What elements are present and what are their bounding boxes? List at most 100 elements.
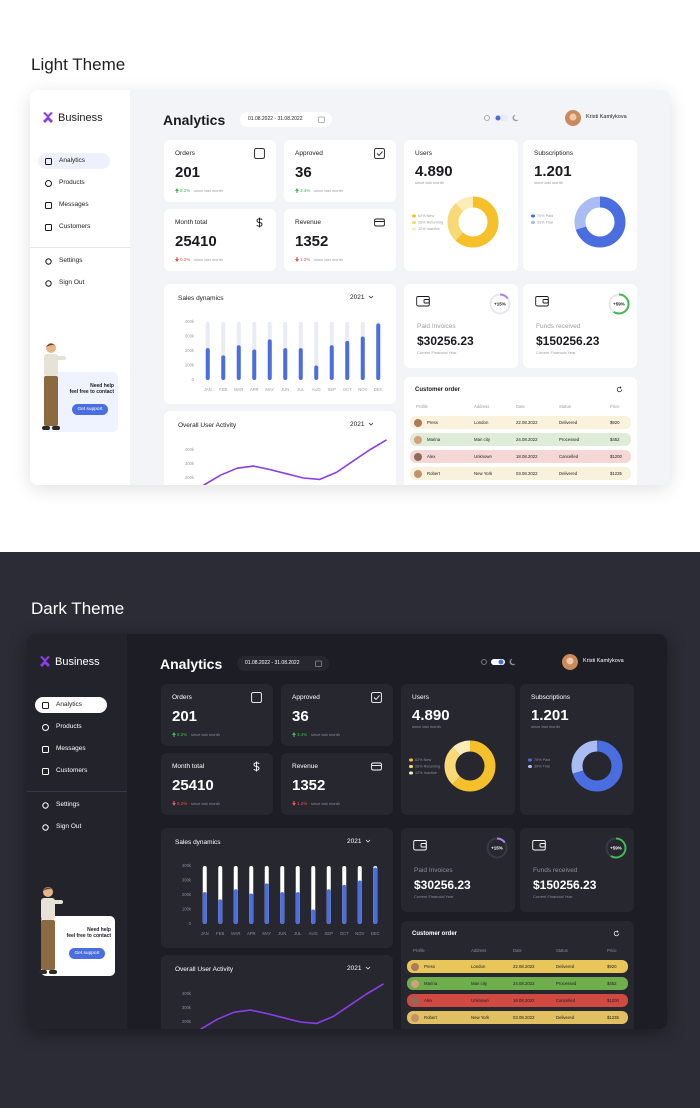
x-tick-label: JUN <box>278 931 286 936</box>
nav-icon-shape <box>42 767 49 775</box>
table-title: Customer order <box>412 931 458 937</box>
x-tick-label: JUN <box>281 387 289 392</box>
nav-item[interactable]: Analytics <box>35 697 107 713</box>
donut-segment <box>444 740 496 792</box>
nav-item[interactable]: Settings <box>38 253 110 269</box>
finance-note: Current Financial Year <box>533 894 573 899</box>
moon-icon <box>512 114 519 122</box>
nav-item[interactable]: Products <box>35 719 107 735</box>
bar <box>283 348 288 380</box>
nav-item[interactable]: Customers <box>38 219 110 235</box>
nav-icon <box>45 201 52 209</box>
refresh-icon[interactable] <box>616 386 623 393</box>
donut-card: Users 4.890 since last month 62% New 26% Ret… <box>404 140 518 271</box>
nav-item[interactable]: Messages <box>35 741 107 757</box>
user-avatar[interactable] <box>562 654 578 670</box>
nav-item[interactable]: Products <box>38 175 110 191</box>
avatar-shape <box>411 996 419 1005</box>
theme-toggle[interactable] <box>482 113 522 123</box>
badge-arc <box>486 837 508 859</box>
table-cell: Robert <box>424 1014 437 1020</box>
column-header: Date <box>516 404 525 409</box>
table-cell: 03.08.2022 <box>516 470 538 476</box>
section-title: Dark Theme <box>31 599 125 618</box>
stat-change: 0.2% <box>180 256 191 262</box>
finance-amount: $150256.23 <box>533 878 597 892</box>
nav-item[interactable]: Sign Out <box>35 819 107 835</box>
avatar-shape <box>414 452 422 461</box>
stat-icon <box>253 761 260 772</box>
stat-label: Approved <box>292 694 320 701</box>
column-header: Price <box>610 404 620 409</box>
nav-item[interactable]: Analytics <box>38 153 110 169</box>
period-select[interactable]: 2021 <box>350 294 365 301</box>
nav-icon-shape <box>45 179 52 187</box>
bar <box>249 893 254 924</box>
y-tick-label: 200k <box>185 475 195 480</box>
y-tick-label: 0 <box>192 377 195 382</box>
x-tick-label: MAY <box>262 931 271 936</box>
nav-icon <box>45 257 52 265</box>
table-cell: Delivered <box>559 470 578 476</box>
person-shoe <box>42 426 50 430</box>
nav-icon <box>45 179 52 187</box>
trend-arrow <box>292 801 296 806</box>
nav-icon <box>42 767 49 775</box>
x-tick-label: JAN <box>201 931 209 936</box>
donut-chart: 70% Paid 30% Trial <box>528 740 623 792</box>
finance-note: Current Financial Year <box>417 350 457 355</box>
nav-label: Customers <box>59 223 91 230</box>
x-tick-label: AUG <box>309 931 318 936</box>
sun-icon <box>484 115 490 121</box>
period-select[interactable]: 2021 <box>347 838 362 845</box>
user-name: Kristi Kamlykova <box>583 658 624 664</box>
person-legs <box>44 376 58 426</box>
person-shoe <box>52 426 60 430</box>
card-total: 1.201 <box>531 707 569 724</box>
period-select[interactable]: 2021 <box>350 421 365 428</box>
stat-card: Orders 201 8.2% since last month <box>161 684 273 746</box>
trend-arrow-shape <box>172 801 176 806</box>
column-header: Date <box>513 948 522 953</box>
light-section: Light Theme Business Analytics Products Mes… <box>0 0 700 552</box>
user-avatar[interactable] <box>565 110 581 126</box>
help-text: feel free to contact <box>66 933 111 939</box>
help-button[interactable]: Get support <box>72 404 108 415</box>
nav-item[interactable]: Customers <box>35 763 107 779</box>
nav-label: Messages <box>59 201 89 208</box>
date-range[interactable]: 01.08.2022 - 31.08.2022 <box>237 656 329 671</box>
table-cell: Alex <box>427 453 436 459</box>
sidebar: Business Analytics Products Messages Custome… <box>27 634 127 1029</box>
legend-swatch <box>412 221 416 224</box>
date-range[interactable]: 01.08.2022 - 31.08.2022 <box>240 112 332 127</box>
card-title: Subscriptions <box>534 150 574 157</box>
nav-item[interactable]: Sign Out <box>38 275 110 291</box>
badge-label: +59% <box>610 845 622 850</box>
nav-icon-shape <box>45 279 52 287</box>
person-arm <box>56 356 66 360</box>
refresh-shape <box>613 930 620 937</box>
finance-label: Funds received <box>533 867 578 874</box>
refresh-icon[interactable] <box>613 930 620 937</box>
table-title: Customer order <box>415 387 461 393</box>
x-tick-label: MAR <box>231 931 240 936</box>
legend-swatch <box>412 227 416 231</box>
trend-arrow <box>175 257 179 262</box>
card-title: Users <box>412 694 429 701</box>
trend-arrow <box>295 188 299 193</box>
nav-label: Products <box>59 179 85 186</box>
toggle-knob <box>495 115 501 121</box>
theme-toggle[interactable] <box>479 657 519 667</box>
help-button[interactable]: Get support <box>69 948 105 959</box>
nav-item[interactable]: Messages <box>38 197 110 213</box>
activity-line <box>200 983 384 1029</box>
bar <box>360 336 365 380</box>
nav-item[interactable]: Settings <box>35 797 107 813</box>
order-row: Press London 22.08.2022 Delivered $920 <box>407 960 628 973</box>
avatar-shape <box>411 979 419 988</box>
activity-chart: 200k 300k 400k <box>185 422 387 485</box>
nav-icon-shape <box>42 823 49 831</box>
period-select[interactable]: 2021 <box>347 965 362 972</box>
stat-icon-shape <box>254 148 265 159</box>
